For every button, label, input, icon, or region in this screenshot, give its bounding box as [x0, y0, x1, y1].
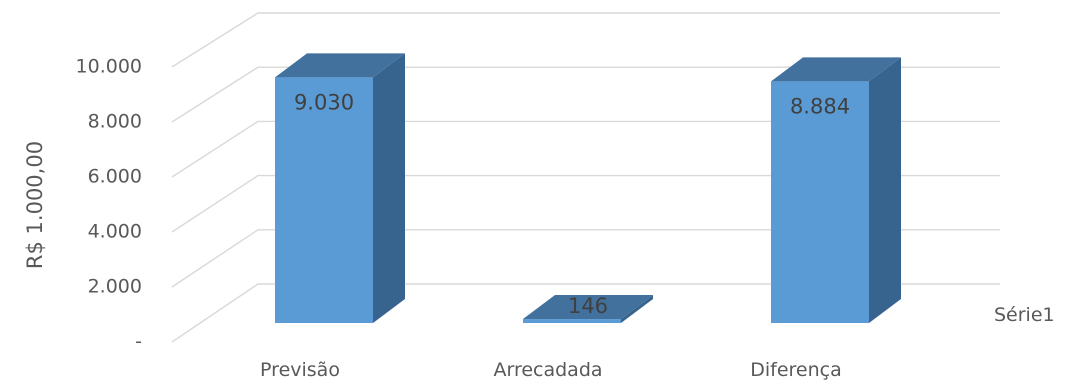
- data-label: 8.884: [790, 94, 850, 118]
- data-label: 9.030: [294, 90, 354, 114]
- bar-side: [621, 295, 653, 323]
- category-labels: Previsão Arrecadada Diferença: [260, 359, 842, 381]
- bar-front: [771, 81, 869, 324]
- gridlines: [171, 12, 1000, 343]
- y-axis-label: R$ 1.000,00: [23, 141, 47, 269]
- bars: [275, 53, 901, 324]
- data-label: 146: [568, 294, 608, 318]
- gridline: [171, 229, 1000, 288]
- y-tick-label: 2.000: [88, 276, 142, 298]
- y-tick-label: 4.000: [88, 221, 142, 243]
- y-tick-labels: - 2.000 4.000 6.000 8.000 10.000: [76, 56, 142, 353]
- bar-1: [523, 295, 653, 323]
- bar-0: [275, 53, 405, 323]
- gridline: [171, 66, 1000, 123]
- category-label: Diferença: [750, 359, 842, 381]
- bar-front: [275, 77, 373, 323]
- bar-top: [275, 53, 405, 78]
- category-label: Arrecadada: [493, 359, 602, 381]
- bar-top: [771, 57, 901, 82]
- gridline: [171, 283, 1000, 343]
- data-labels: 9.030 146 8.884: [294, 90, 850, 318]
- y-tick-label: 6.000: [88, 166, 142, 188]
- bar-side: [373, 53, 405, 323]
- category-label: Previsão: [260, 359, 340, 381]
- gridline: [171, 174, 1000, 233]
- series-label: Série1: [994, 304, 1055, 326]
- bar-front: [523, 319, 621, 323]
- bar-side: [869, 57, 901, 324]
- y-tick-label: -: [135, 331, 142, 353]
- bar-top: [523, 295, 653, 320]
- y-tick-label: 10.000: [76, 56, 142, 78]
- bar-2: [771, 57, 901, 324]
- gridline: [171, 12, 1000, 68]
- y-tick-label: 8.000: [88, 111, 142, 133]
- gridline: [171, 120, 1000, 178]
